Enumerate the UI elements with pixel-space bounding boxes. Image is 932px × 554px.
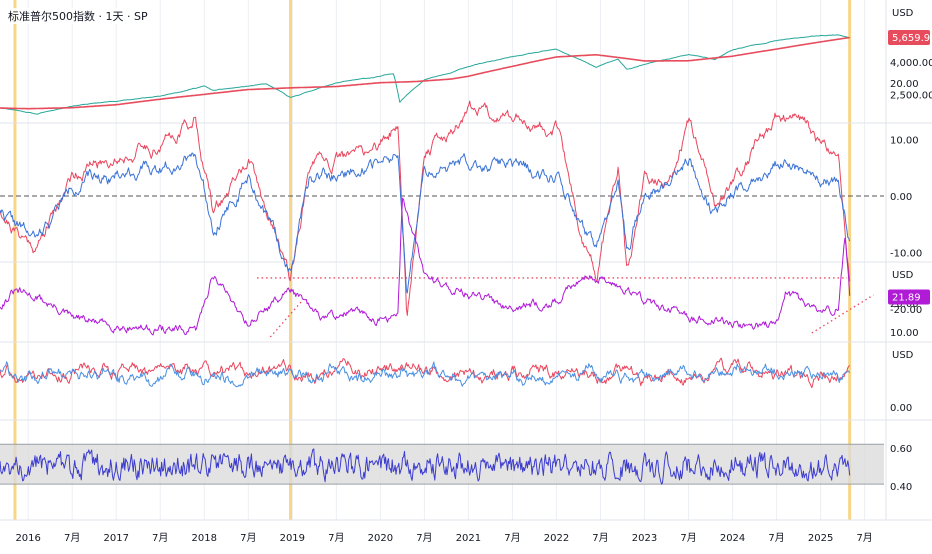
- x-tick-label: 7月: [152, 532, 168, 544]
- y-axis-unit-label: USD: [892, 8, 914, 19]
- x-tick-label: 7月: [328, 532, 344, 544]
- last-value-label: 5,659.90: [892, 33, 932, 44]
- x-tick-label: 7月: [680, 532, 696, 544]
- y-tick-label: 4,000.00: [890, 58, 932, 69]
- last-value-label: 21.89: [892, 293, 921, 304]
- highlight-band: [13, 0, 17, 520]
- oscillator-series-red: [0, 100, 851, 316]
- x-tick-label: 2024: [720, 533, 745, 544]
- x-tick-label: 7月: [592, 532, 608, 544]
- grid-layer: [27, 0, 866, 520]
- ratio-series-blue: [0, 361, 851, 388]
- last-value-badge: 5,659.90: [888, 30, 932, 46]
- y-tick-label: 20.00: [890, 79, 919, 90]
- x-tick-label: 2022: [544, 533, 569, 544]
- y-tick-label: 10.00: [890, 328, 919, 339]
- oscillator-series-blue: [0, 152, 851, 294]
- highlight-band: [289, 0, 293, 520]
- correlation-series: [0, 448, 851, 485]
- price-series-ma: [0, 36, 850, 110]
- y-tick-label: 10.00: [890, 136, 919, 147]
- x-tick-label: 7月: [768, 532, 784, 544]
- x-tick-label: 2023: [632, 533, 657, 544]
- x-tick-label: 7月: [240, 532, 256, 544]
- vix-series: [0, 197, 851, 336]
- vix-trend-dotted-line: [811, 294, 874, 334]
- y-tick-label: -10.00: [890, 249, 922, 260]
- vix-trend-dotted-line: [269, 301, 302, 338]
- y-tick-label: -20.00: [890, 305, 922, 316]
- chart-title: 标准普尔500指数 · 1天 · SP: [6, 8, 150, 24]
- last-value-badge-bg: [888, 289, 930, 305]
- x-tick-label: 2017: [103, 533, 128, 544]
- y-tick-label: 0.40: [890, 482, 912, 493]
- x-tick-label: 2025: [808, 533, 833, 544]
- x-tick-label: 7月: [856, 532, 872, 544]
- y-tick-label: 0.00: [890, 192, 912, 203]
- y-axis-unit-label: USD: [892, 350, 914, 361]
- x-tick-label: 2021: [456, 533, 481, 544]
- last-value-badge: 21.89: [888, 289, 930, 305]
- y-tick-label: 0.60: [890, 444, 912, 455]
- x-tick-label: 7月: [416, 532, 432, 544]
- highlight-layer: [13, 0, 852, 520]
- x-tick-label: 2018: [192, 533, 217, 544]
- x-tick-label: 7月: [64, 532, 80, 544]
- y-axis-unit-label: USD: [892, 270, 914, 281]
- highlight-band: [848, 0, 852, 520]
- x-tick-label: 2019: [280, 533, 305, 544]
- y-tick-label: 2,500.00: [890, 90, 932, 101]
- x-tick-label: 2020: [368, 533, 393, 544]
- last-value-badge-bg: [888, 30, 930, 46]
- x-tick-label: 2016: [15, 533, 40, 544]
- x-tick-label: 7月: [504, 532, 520, 544]
- ratio-series-red: [0, 357, 851, 389]
- y-tick-label: 0.00: [890, 403, 912, 414]
